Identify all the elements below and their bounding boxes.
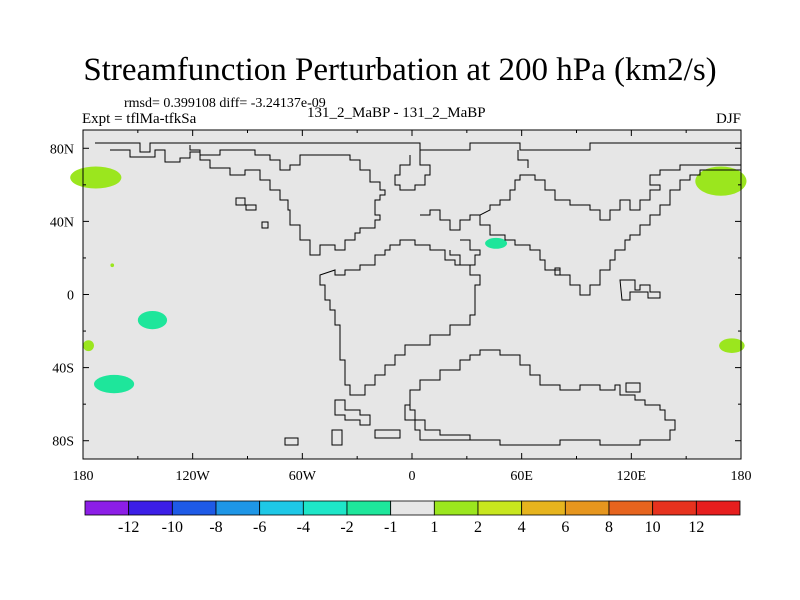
coastline-island-8 <box>517 150 529 168</box>
x-tick-label: 60W <box>289 469 317 484</box>
colorbar-label: 6 <box>561 519 569 536</box>
y-tick-label: 40N <box>50 215 74 230</box>
coastline-arctic <box>95 142 741 153</box>
coastline-island-7 <box>625 382 641 393</box>
colorbar-swatch <box>171 500 217 516</box>
colorbar-swatch <box>259 500 304 516</box>
colorbar-swatch <box>128 500 173 516</box>
x-tick-label: 0 <box>409 469 416 484</box>
coastline-island-1 <box>331 429 343 446</box>
colorbar-swatch <box>84 500 130 516</box>
colorbar-label: 1 <box>430 519 438 536</box>
coastline-north-america <box>110 145 386 256</box>
colorbar-swatch <box>302 500 348 516</box>
experiment-label: Expt = tflMa-tfkSa <box>82 111 197 127</box>
x-tick-label: 60E <box>510 469 533 484</box>
colorbar-swatch <box>521 500 566 516</box>
colorbar-label: 4 <box>518 519 526 536</box>
colorbar-label: 10 <box>645 519 661 536</box>
colorbar-label: -10 <box>162 519 183 536</box>
y-axis: 80N 40N 0 40S 80S <box>50 142 741 450</box>
colorbar-swatch <box>477 500 523 516</box>
colorbar-label: -2 <box>340 519 353 536</box>
x-tick-label: 120W <box>176 469 211 484</box>
coastline-island-9 <box>554 267 561 276</box>
colorbar-swatch <box>215 500 261 516</box>
x-tick-label: 120E <box>617 469 647 484</box>
anomaly-region-3 <box>137 310 168 330</box>
colorbar-label: -4 <box>297 519 310 536</box>
coastline-greenland <box>394 150 431 191</box>
anomaly-region-4 <box>93 374 135 394</box>
colorbar-label: -1 <box>384 519 397 536</box>
colorbar-swatch <box>695 500 741 516</box>
case-label: 131_2_MaBP - 131_2_MaBP <box>307 105 486 121</box>
coastlines <box>95 142 742 446</box>
colorbar-label: -6 <box>253 519 266 536</box>
colorbar-label: 8 <box>605 519 613 536</box>
colorbar-swatch <box>346 500 392 516</box>
x-axis: 180 120W 60W 0 60E 120E 180 <box>73 130 752 484</box>
anomaly-region-6 <box>485 237 508 249</box>
colorbar-swatch <box>390 500 435 516</box>
stats-label: rmsd= 0.399108 diff= -3.24137e-09 <box>124 96 326 111</box>
coastline-antarctica-west <box>334 399 371 426</box>
colorbar-label: -12 <box>118 519 139 536</box>
y-tick-label: 80N <box>50 142 74 157</box>
colorbar-swatch <box>652 500 697 516</box>
colorbar-swatch <box>564 500 610 516</box>
anomaly-region-5 <box>110 263 115 268</box>
colorbar: -12 -10 -8 -6 -4 -2 -1 1 2 4 6 8 10 12 <box>84 500 741 536</box>
colorbar-label: 2 <box>474 519 482 536</box>
coastline-island-4 <box>619 279 661 301</box>
season-label: DJF <box>715 111 741 127</box>
anomaly-region-7 <box>695 166 747 196</box>
y-tick-label: 40S <box>52 362 74 377</box>
coastline-south-landmass <box>404 349 676 446</box>
anomaly-region-1 <box>70 166 122 189</box>
x-tick-label: 180 <box>73 469 94 484</box>
colorbar-swatch <box>433 500 479 516</box>
coastline-south-america <box>319 239 481 396</box>
colorbar-label: -8 <box>209 519 222 536</box>
y-tick-label: 80S <box>52 435 74 450</box>
coastline-middle-east <box>449 239 481 266</box>
coastline-island-5 <box>235 197 257 211</box>
anomaly-region-2 <box>83 340 94 352</box>
y-tick-label: 0 <box>67 289 74 304</box>
colorbar-swatch <box>608 500 654 516</box>
anomaly-region-8 <box>719 338 745 353</box>
coastline-island-2 <box>284 437 299 446</box>
coastline-island-3 <box>374 429 401 439</box>
coastline-europe <box>420 209 480 231</box>
chart-title: Streamfunction Perturbation at 200 hPa (… <box>83 52 717 88</box>
coastline-island-6 <box>261 221 269 229</box>
colorbar-label: 12 <box>688 519 704 536</box>
x-tick-label: 180 <box>731 469 752 484</box>
map-background <box>83 130 741 459</box>
